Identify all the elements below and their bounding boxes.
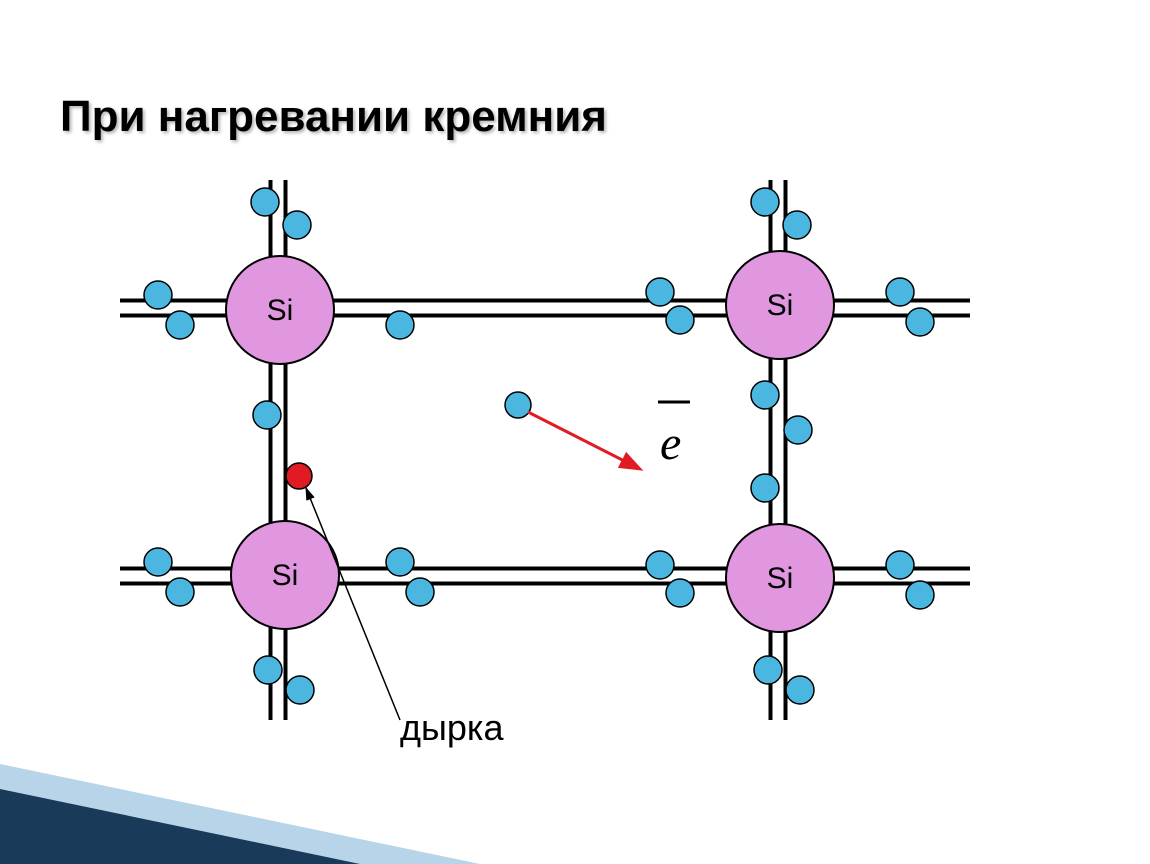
silicon-diagram: Si Si Si Si e дырка bbox=[100, 180, 1050, 780]
svg-text:e: e bbox=[660, 417, 681, 470]
silicon-atoms: Si Si Si Si bbox=[226, 251, 834, 632]
annotations: дырка bbox=[306, 488, 504, 748]
bond-lines bbox=[120, 180, 970, 720]
slide-title: При нагревании кремния bbox=[60, 92, 607, 142]
hole bbox=[286, 463, 312, 489]
svg-text:Si: Si bbox=[767, 289, 794, 322]
svg-text:дырка: дырка bbox=[400, 707, 504, 748]
diagram-svg: Si Si Si Si e дырка bbox=[100, 180, 1050, 780]
svg-text:Si: Si bbox=[767, 562, 794, 595]
corner-decoration bbox=[0, 764, 480, 864]
free-electron: e bbox=[505, 392, 690, 470]
svg-text:Si: Si bbox=[272, 559, 299, 592]
svg-text:Si: Si bbox=[267, 294, 294, 327]
